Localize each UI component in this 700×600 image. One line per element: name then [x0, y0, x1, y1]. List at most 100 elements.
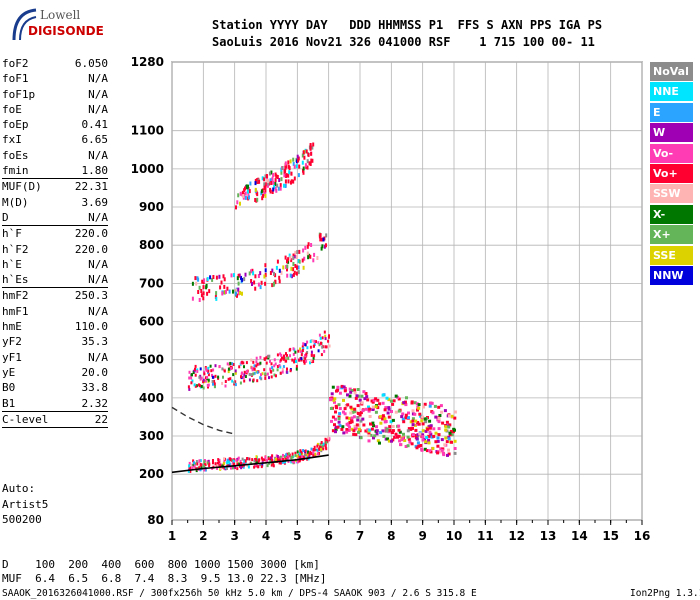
echo-point [410, 426, 414, 430]
echo-point [418, 412, 422, 416]
echo-point [411, 417, 415, 421]
echo-point [402, 420, 406, 424]
echo-point [450, 440, 453, 444]
echo-point [374, 405, 378, 409]
legend-item-w: W [650, 123, 693, 143]
echo-point [297, 158, 300, 163]
echo-point [342, 431, 346, 435]
echo-point [214, 364, 217, 368]
echo-point [305, 352, 308, 356]
echo-point [274, 178, 277, 183]
param-row: foF2 6.050 [2, 56, 108, 71]
echo-point [190, 463, 193, 467]
echo-point [402, 401, 406, 405]
echo-point [350, 389, 354, 392]
echo-point [444, 428, 448, 432]
echo-point [298, 455, 301, 459]
echo-point [285, 173, 288, 178]
echo-point [241, 457, 244, 461]
echo-point [331, 429, 335, 433]
echo-point [421, 429, 425, 433]
echo-point [228, 462, 231, 466]
echo-point [246, 464, 249, 468]
param-row: fmin 1.80 [2, 163, 108, 178]
echo-point [306, 351, 309, 354]
echo-point [381, 417, 385, 421]
echo-point [433, 404, 437, 408]
echo-point [292, 262, 295, 266]
echo-point [450, 433, 454, 437]
echo-point [307, 242, 310, 247]
echo-point [434, 415, 438, 419]
echo-point [442, 451, 445, 455]
echo-point [342, 398, 345, 402]
echo-point [280, 270, 283, 275]
echo-point [297, 156, 300, 161]
echo-point [224, 380, 227, 383]
x-tick-label: 16 [634, 529, 651, 543]
echo-point [266, 183, 269, 188]
echo-point [360, 401, 364, 405]
echo-point [352, 432, 356, 436]
param-row: fxI 6.65 [2, 132, 108, 147]
echo-point [323, 349, 326, 353]
echo-point [239, 191, 242, 196]
echo-point [248, 195, 250, 200]
echo-point [302, 342, 305, 346]
echo-point [306, 159, 309, 164]
echo-point [406, 444, 410, 448]
echo-point [246, 457, 249, 460]
echo-point [414, 419, 418, 423]
echo-point [247, 184, 249, 189]
echo-point [298, 459, 301, 463]
echo-point [281, 367, 284, 371]
echo-point [243, 373, 246, 377]
param-name: h`F2 [2, 242, 29, 256]
echo-point [226, 461, 229, 465]
echo-point [289, 369, 292, 373]
echo-point [268, 376, 270, 380]
echo-point [310, 158, 313, 163]
echo-point [285, 357, 288, 360]
echo-point [420, 447, 424, 451]
echo-point [243, 365, 245, 369]
echo-point [256, 197, 259, 202]
echo-point [397, 409, 401, 413]
echo-point [259, 361, 262, 365]
echo-point [387, 406, 391, 410]
echo-point [303, 256, 306, 261]
echo-point [324, 334, 327, 338]
echo-point [227, 377, 230, 381]
echo-point [253, 364, 256, 368]
echo-point [353, 427, 357, 431]
echo-point [316, 444, 319, 448]
echo-point [387, 439, 391, 443]
param-row: MUF(D) 22.31 [2, 178, 108, 194]
echo-point [310, 452, 313, 456]
echo-point [240, 466, 243, 470]
echo-point [304, 148, 307, 153]
echo-point [232, 373, 235, 377]
echo-point [453, 439, 457, 443]
echo-point [199, 459, 202, 463]
param-value: N/A [88, 257, 108, 271]
echo-point [445, 420, 449, 424]
echo-point [301, 258, 304, 263]
echo-point [207, 378, 210, 382]
echo-point [333, 423, 336, 427]
echo-point [302, 449, 305, 452]
echo-point [250, 269, 252, 274]
echo-point [194, 364, 197, 368]
echo-point [327, 436, 330, 440]
legend-item-noval: NoVal [650, 62, 693, 81]
echo-point [407, 437, 411, 441]
echo-point [254, 198, 257, 202]
echo-point [261, 196, 264, 201]
echo-point [270, 463, 273, 467]
echo-point [203, 370, 205, 374]
echo-point [244, 272, 247, 277]
echo-point [445, 440, 449, 444]
echo-point [321, 244, 324, 249]
param-name: foF1p [2, 87, 36, 101]
echo-point [196, 462, 199, 466]
